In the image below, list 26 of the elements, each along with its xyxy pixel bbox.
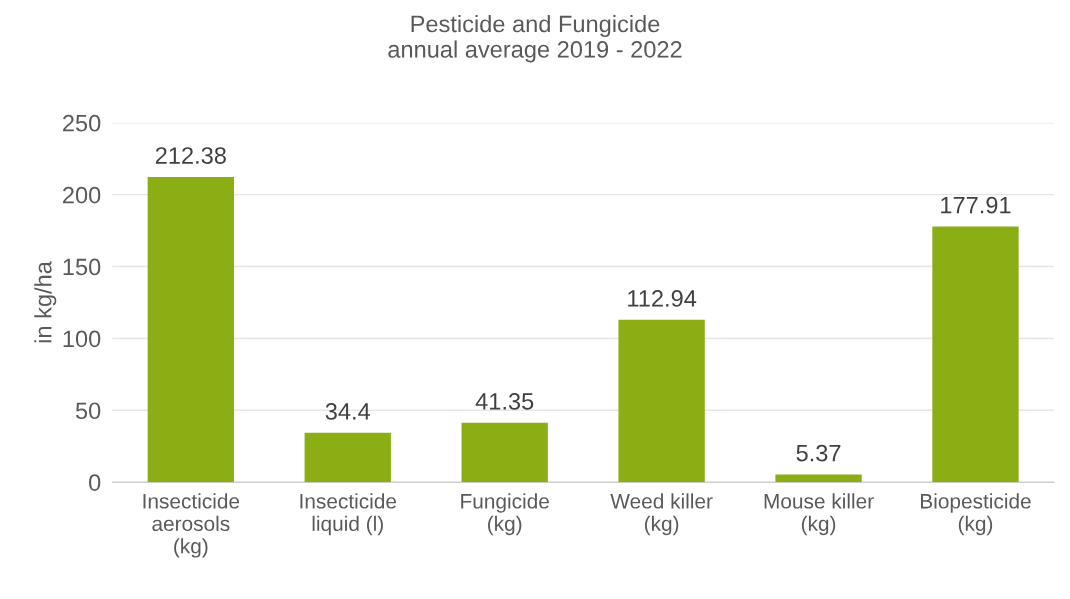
data-label: 34.4 — [325, 403, 371, 420]
bar — [775, 474, 862, 483]
y-axis-title: in kg/ha — [34, 261, 57, 343]
x-tick-label: Mouse killer (kg) — [764, 493, 874, 536]
data-label: 112.94 — [628, 290, 697, 307]
chart-title: Pesticide and Fungicide annual average 2019 - 2022 — [388, 14, 682, 63]
bar — [932, 226, 1019, 483]
y-tick-label: 200 — [63, 186, 101, 204]
x-tick-label: Weed killer (kg) — [610, 493, 713, 536]
data-label: 41.35 — [475, 393, 534, 410]
bar — [304, 432, 391, 483]
y-tick-label: 50 — [75, 402, 101, 420]
data-label: 5.37 — [796, 444, 841, 462]
data-label: 177.91 — [941, 196, 1011, 214]
x-tick-label: Insecticide aerosols (kg) — [143, 493, 240, 558]
y-tick-label: 100 — [63, 330, 101, 348]
x-tick-label: Biopesticide (kg) — [921, 493, 1031, 536]
x-tick-label: Fungicide (kg) — [461, 493, 549, 536]
y-tick-label: 0 — [89, 474, 101, 491]
data-label: 212.38 — [155, 147, 226, 164]
bar — [147, 176, 234, 483]
y-tick-label: 150 — [63, 258, 101, 276]
bar — [461, 422, 548, 483]
x-tick-label: Insecticide liquid (l) — [300, 493, 397, 536]
y-tick-label: 250 — [63, 114, 101, 132]
bar — [618, 319, 705, 483]
